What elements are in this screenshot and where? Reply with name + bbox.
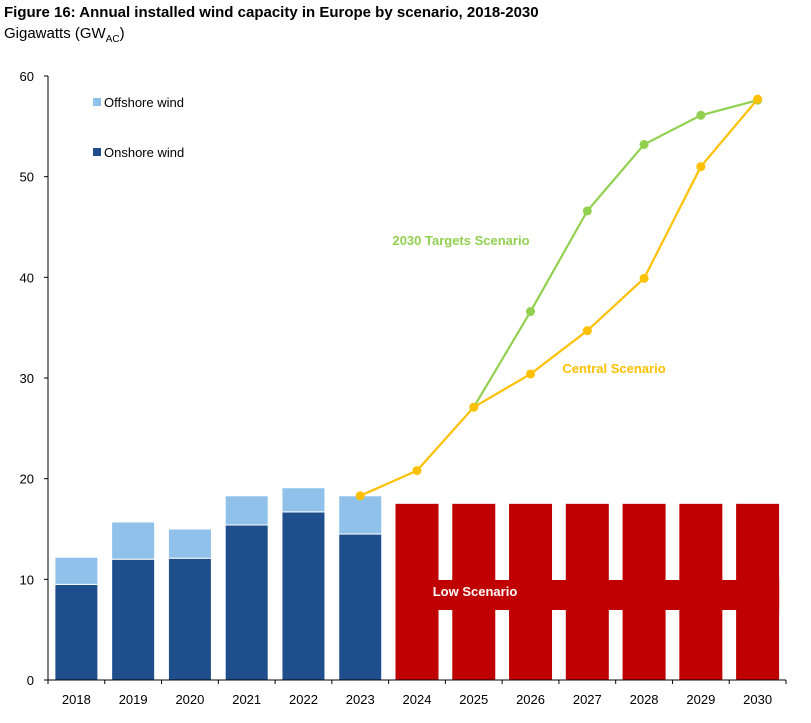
- x-tick-label: 2030: [743, 692, 772, 707]
- chart-title: Figure 16: Annual installed wind capacit…: [4, 4, 539, 21]
- unit-label-close: ): [119, 25, 125, 42]
- point-central-2030: [753, 94, 763, 104]
- bar-offshore-2021: [224, 495, 269, 526]
- y-tick-label: 40: [20, 270, 34, 285]
- point-central-2028: [639, 273, 649, 283]
- point-central-2025: [469, 402, 479, 412]
- bar-offshore-2023: [338, 495, 383, 535]
- unit-label-main: Gigawatts (GW: [4, 25, 106, 42]
- point-targets-2027: [582, 206, 592, 216]
- y-tick-label: 0: [27, 673, 34, 688]
- annotation-central-scenario: Central Scenario: [562, 361, 665, 376]
- point-central-2029: [696, 162, 706, 172]
- legend-label-onshore: Onshore wind: [104, 145, 184, 160]
- bar-offshore-2020: [167, 528, 212, 559]
- bar-offshore-2022: [281, 487, 326, 513]
- x-tick-label: 2024: [403, 692, 432, 707]
- x-tick-label: 2023: [346, 692, 375, 707]
- bar-onshore-2023: [338, 533, 383, 681]
- unit-label-subscript: AC: [105, 34, 120, 45]
- y-tick-label: 30: [20, 371, 34, 386]
- x-tick-label: 2029: [686, 692, 715, 707]
- point-central-2023: [355, 491, 365, 501]
- y-tick-label: 20: [20, 472, 34, 487]
- low-scenario-label-band: [395, 580, 780, 610]
- lines-layer: [355, 94, 763, 501]
- x-tick-label: 2028: [630, 692, 659, 707]
- unit-label: Gigawatts (GWAC): [4, 25, 125, 45]
- annotations-layer: 2030 Targets Scenario Central Scenario Low…: [392, 233, 780, 610]
- legend: Offshore wind Onshore wind: [93, 95, 184, 160]
- x-tick-label: 2025: [459, 692, 488, 707]
- point-targets-2028: [639, 139, 649, 149]
- line-central-scenario: [359, 98, 759, 497]
- legend-label-offshore: Offshore wind: [104, 95, 184, 110]
- line-targets-scenario: [472, 99, 758, 408]
- bar-offshore-2019: [111, 521, 156, 560]
- x-tick-label: 2026: [516, 692, 545, 707]
- legend-swatch-onshore: [93, 148, 101, 156]
- x-tick-label: 2021: [232, 692, 261, 707]
- y-tick-label: 10: [20, 572, 34, 587]
- point-central-2026: [526, 369, 536, 379]
- bar-onshore-2020: [167, 557, 212, 681]
- point-targets-2026: [526, 307, 536, 317]
- x-tick-label: 2022: [289, 692, 318, 707]
- x-tick-label: 2027: [573, 692, 602, 707]
- legend-swatch-offshore: [93, 98, 101, 106]
- x-tick-label: 2018: [62, 692, 91, 707]
- point-central-2027: [582, 326, 592, 336]
- x-tick-label: 2019: [119, 692, 148, 707]
- bar-onshore-2022: [281, 511, 326, 681]
- bar-onshore-2019: [111, 558, 156, 681]
- point-central-2024: [412, 466, 422, 476]
- annotation-low-scenario: Low Scenario: [433, 584, 518, 599]
- annotation-targets-scenario: 2030 Targets Scenario: [392, 233, 529, 248]
- bar-offshore-2018: [54, 556, 99, 585]
- bar-onshore-2021: [224, 524, 269, 681]
- x-tick-label: 2020: [175, 692, 204, 707]
- bar-onshore-2018: [54, 583, 99, 681]
- point-targets-2029: [696, 110, 706, 120]
- y-tick-label: 60: [20, 69, 34, 84]
- y-tick-label: 50: [20, 170, 34, 185]
